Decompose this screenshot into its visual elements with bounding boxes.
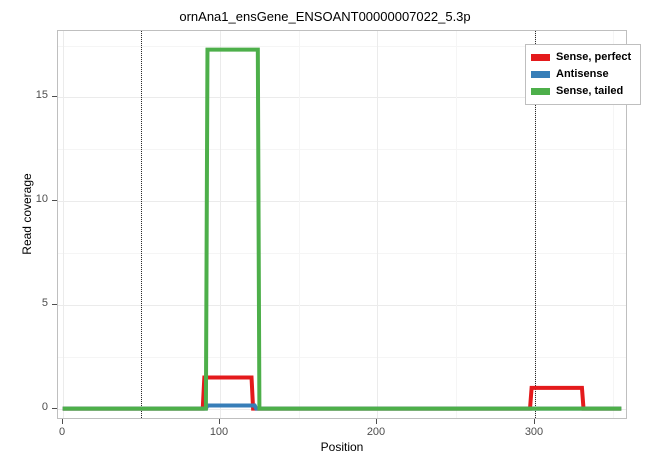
legend-color-swatch bbox=[531, 54, 550, 61]
series-line bbox=[62, 47, 622, 411]
y-axis-title: Read coverage bbox=[20, 173, 34, 255]
gridline-v bbox=[613, 31, 614, 418]
gridline-h bbox=[58, 305, 626, 306]
gridline-v bbox=[63, 31, 64, 418]
gridline-h bbox=[58, 201, 626, 202]
y-tick-label: 5 bbox=[41, 297, 48, 309]
y-tick-label: 10 bbox=[35, 193, 48, 205]
gridline-h bbox=[58, 46, 626, 47]
y-tick-label: 15 bbox=[35, 89, 48, 101]
annotation-vline bbox=[535, 31, 536, 418]
x-tick-label: 200 bbox=[366, 426, 386, 438]
x-tick-mark bbox=[534, 419, 535, 424]
x-tick-mark bbox=[376, 419, 377, 424]
x-tick-label: 300 bbox=[524, 426, 544, 438]
gridline-v bbox=[299, 31, 300, 418]
legend-item-label: Sense, perfect bbox=[556, 51, 632, 63]
gridline-h bbox=[58, 357, 626, 358]
legend: Sense, perfect Antisense Sense, tailed bbox=[525, 44, 641, 105]
y-tick-mark bbox=[52, 408, 57, 409]
gridline-h bbox=[58, 253, 626, 254]
gridline-h bbox=[58, 149, 626, 150]
x-tick-mark bbox=[219, 419, 220, 424]
legend-color-swatch bbox=[531, 71, 550, 78]
x-tick-label: 0 bbox=[58, 426, 66, 438]
legend-item-label: Antisense bbox=[556, 68, 609, 80]
legend-item: Sense, tailed bbox=[530, 83, 635, 100]
annotation-vline bbox=[141, 31, 142, 418]
x-tick-mark bbox=[62, 419, 63, 424]
legend-item-label: Sense, tailed bbox=[556, 85, 624, 97]
legend-color-swatch bbox=[531, 88, 550, 95]
legend-item: Antisense bbox=[530, 66, 635, 83]
gridline-v bbox=[377, 31, 378, 418]
gridline-h bbox=[58, 97, 626, 98]
series-lines bbox=[62, 47, 622, 411]
x-tick-label: 100 bbox=[209, 426, 229, 438]
y-tick-mark bbox=[52, 304, 57, 305]
x-axis-title: Position bbox=[320, 440, 364, 454]
series-line bbox=[62, 375, 622, 411]
legend-item: Sense, perfect bbox=[530, 49, 635, 66]
chart-title: ornAna1_ensGene_ENSOANT00000007022_5.3p bbox=[179, 9, 471, 24]
y-tick-mark bbox=[52, 96, 57, 97]
y-tick-mark bbox=[52, 200, 57, 201]
gridline-v bbox=[456, 31, 457, 418]
y-tick-label: 0 bbox=[41, 401, 48, 413]
gridline-v bbox=[220, 31, 221, 418]
